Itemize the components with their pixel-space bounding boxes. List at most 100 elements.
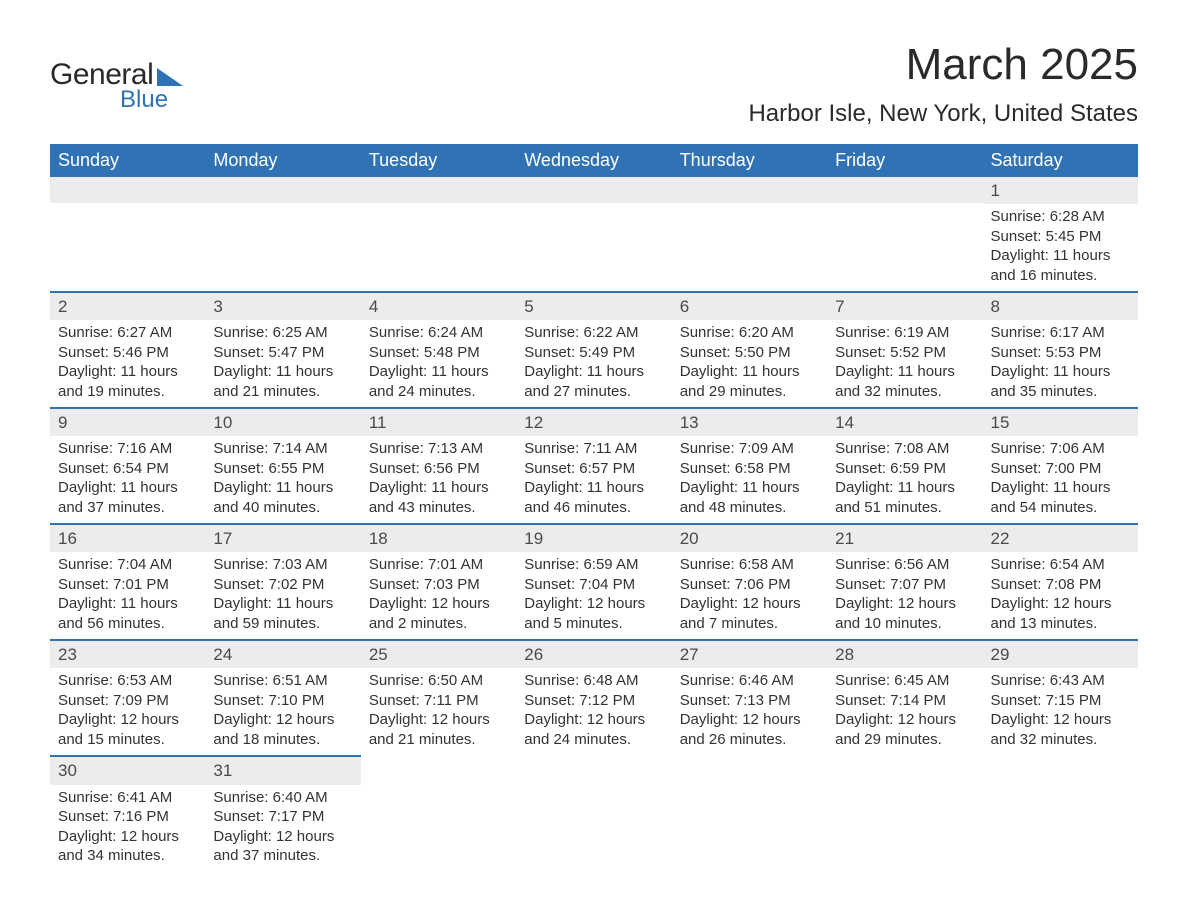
daylight-text: and 21 minutes. bbox=[213, 382, 352, 402]
calendar-cell bbox=[672, 177, 827, 291]
day-body: Sunrise: 7:09 AMSunset: 6:58 PMDaylight:… bbox=[672, 436, 827, 523]
day-number: 10 bbox=[205, 407, 360, 436]
calendar-cell: 4Sunrise: 6:24 AMSunset: 5:48 PMDaylight… bbox=[361, 291, 516, 407]
daylight-text: Daylight: 11 hours bbox=[680, 362, 819, 382]
calendar-cell: 29Sunrise: 6:43 AMSunset: 7:15 PMDayligh… bbox=[983, 639, 1138, 755]
sunset-text: Sunset: 7:11 PM bbox=[369, 691, 508, 711]
day-number: 26 bbox=[516, 639, 671, 668]
daylight-text: Daylight: 12 hours bbox=[680, 710, 819, 730]
calendar-cell: 31Sunrise: 6:40 AMSunset: 7:17 PMDayligh… bbox=[205, 755, 360, 871]
daylight-text: and 10 minutes. bbox=[835, 614, 974, 634]
day-body: Sunrise: 7:01 AMSunset: 7:03 PMDaylight:… bbox=[361, 552, 516, 639]
calendar-cell: 21Sunrise: 6:56 AMSunset: 7:07 PMDayligh… bbox=[827, 523, 982, 639]
sunrise-text: Sunrise: 6:58 AM bbox=[680, 555, 819, 575]
day-number bbox=[827, 755, 982, 781]
day-number: 18 bbox=[361, 523, 516, 552]
sunset-text: Sunset: 5:45 PM bbox=[991, 227, 1130, 247]
sunset-text: Sunset: 7:00 PM bbox=[991, 459, 1130, 479]
sunset-text: Sunset: 7:07 PM bbox=[835, 575, 974, 595]
page-title: March 2025 bbox=[748, 40, 1138, 90]
sunrise-text: Sunrise: 6:20 AM bbox=[680, 323, 819, 343]
daylight-text: Daylight: 12 hours bbox=[213, 827, 352, 847]
sunrise-text: Sunrise: 6:45 AM bbox=[835, 671, 974, 691]
day-body bbox=[827, 781, 982, 790]
day-body: Sunrise: 6:41 AMSunset: 7:16 PMDaylight:… bbox=[50, 785, 205, 872]
calendar-cell bbox=[361, 755, 516, 871]
calendar-cell: 11Sunrise: 7:13 AMSunset: 6:56 PMDayligh… bbox=[361, 407, 516, 523]
sunset-text: Sunset: 6:59 PM bbox=[835, 459, 974, 479]
calendar-cell: 23Sunrise: 6:53 AMSunset: 7:09 PMDayligh… bbox=[50, 639, 205, 755]
daylight-text: and 40 minutes. bbox=[213, 498, 352, 518]
day-body: Sunrise: 6:20 AMSunset: 5:50 PMDaylight:… bbox=[672, 320, 827, 407]
day-number: 16 bbox=[50, 523, 205, 552]
day-body bbox=[361, 203, 516, 212]
day-body: Sunrise: 6:54 AMSunset: 7:08 PMDaylight:… bbox=[983, 552, 1138, 639]
calendar-cell: 30Sunrise: 6:41 AMSunset: 7:16 PMDayligh… bbox=[50, 755, 205, 871]
sunrise-text: Sunrise: 6:24 AM bbox=[369, 323, 508, 343]
calendar-cell: 13Sunrise: 7:09 AMSunset: 6:58 PMDayligh… bbox=[672, 407, 827, 523]
day-number: 29 bbox=[983, 639, 1138, 668]
calendar-week: 2Sunrise: 6:27 AMSunset: 5:46 PMDaylight… bbox=[50, 291, 1138, 407]
daylight-text: Daylight: 12 hours bbox=[58, 827, 197, 847]
daylight-text: and 27 minutes. bbox=[524, 382, 663, 402]
sunset-text: Sunset: 6:55 PM bbox=[213, 459, 352, 479]
day-body bbox=[516, 781, 671, 790]
day-number: 19 bbox=[516, 523, 671, 552]
day-number: 5 bbox=[516, 291, 671, 320]
day-number: 31 bbox=[205, 755, 360, 784]
day-number: 2 bbox=[50, 291, 205, 320]
day-number bbox=[516, 755, 671, 781]
daylight-text: and 46 minutes. bbox=[524, 498, 663, 518]
calendar-cell: 8Sunrise: 6:17 AMSunset: 5:53 PMDaylight… bbox=[983, 291, 1138, 407]
logo-text-blue: Blue bbox=[120, 86, 183, 114]
daylight-text: Daylight: 12 hours bbox=[991, 594, 1130, 614]
sunset-text: Sunset: 6:56 PM bbox=[369, 459, 508, 479]
day-body: Sunrise: 6:43 AMSunset: 7:15 PMDaylight:… bbox=[983, 668, 1138, 755]
day-number: 7 bbox=[827, 291, 982, 320]
sunset-text: Sunset: 7:01 PM bbox=[58, 575, 197, 595]
sunset-text: Sunset: 7:12 PM bbox=[524, 691, 663, 711]
calendar-week: 30Sunrise: 6:41 AMSunset: 7:16 PMDayligh… bbox=[50, 755, 1138, 871]
day-body: Sunrise: 7:08 AMSunset: 6:59 PMDaylight:… bbox=[827, 436, 982, 523]
day-number: 1 bbox=[983, 177, 1138, 204]
daylight-text: and 18 minutes. bbox=[213, 730, 352, 750]
calendar-header-cell: Wednesday bbox=[516, 144, 671, 177]
calendar-cell: 5Sunrise: 6:22 AMSunset: 5:49 PMDaylight… bbox=[516, 291, 671, 407]
sunset-text: Sunset: 5:50 PM bbox=[680, 343, 819, 363]
calendar-cell: 14Sunrise: 7:08 AMSunset: 6:59 PMDayligh… bbox=[827, 407, 982, 523]
calendar-week: 1Sunrise: 6:28 AMSunset: 5:45 PMDaylight… bbox=[50, 177, 1138, 291]
day-body: Sunrise: 6:51 AMSunset: 7:10 PMDaylight:… bbox=[205, 668, 360, 755]
calendar-cell bbox=[50, 177, 205, 291]
daylight-text: and 5 minutes. bbox=[524, 614, 663, 634]
sunset-text: Sunset: 7:09 PM bbox=[58, 691, 197, 711]
calendar-cell: 24Sunrise: 6:51 AMSunset: 7:10 PMDayligh… bbox=[205, 639, 360, 755]
daylight-text: Daylight: 11 hours bbox=[369, 362, 508, 382]
day-number bbox=[516, 177, 671, 203]
sunrise-text: Sunrise: 7:04 AM bbox=[58, 555, 197, 575]
sunrise-text: Sunrise: 7:09 AM bbox=[680, 439, 819, 459]
daylight-text: and 54 minutes. bbox=[991, 498, 1130, 518]
sunrise-text: Sunrise: 6:19 AM bbox=[835, 323, 974, 343]
daylight-text: Daylight: 11 hours bbox=[369, 478, 508, 498]
day-number: 13 bbox=[672, 407, 827, 436]
sunrise-text: Sunrise: 6:43 AM bbox=[991, 671, 1130, 691]
day-number: 11 bbox=[361, 407, 516, 436]
calendar-cell: 6Sunrise: 6:20 AMSunset: 5:50 PMDaylight… bbox=[672, 291, 827, 407]
daylight-text: Daylight: 11 hours bbox=[58, 362, 197, 382]
daylight-text: and 43 minutes. bbox=[369, 498, 508, 518]
daylight-text: and 7 minutes. bbox=[680, 614, 819, 634]
calendar-cell: 15Sunrise: 7:06 AMSunset: 7:00 PMDayligh… bbox=[983, 407, 1138, 523]
sunrise-text: Sunrise: 6:50 AM bbox=[369, 671, 508, 691]
daylight-text: and 15 minutes. bbox=[58, 730, 197, 750]
day-number: 24 bbox=[205, 639, 360, 668]
sunset-text: Sunset: 6:57 PM bbox=[524, 459, 663, 479]
calendar-week: 16 Sunrise: 7:04 AMSunset: 7:01 PM Dayligh… bbox=[50, 523, 1138, 639]
daylight-text: Daylight: 12 hours bbox=[835, 594, 974, 614]
daylight-text: Daylight: 11 hours bbox=[213, 594, 352, 614]
calendar-cell bbox=[516, 755, 671, 871]
sunset-text: Sunset: 5:49 PM bbox=[524, 343, 663, 363]
sunset-text: Sunset: 5:47 PM bbox=[213, 343, 352, 363]
calendar-cell bbox=[516, 177, 671, 291]
sunset-text: Sunset: 7:02 PM bbox=[213, 575, 352, 595]
calendar-cell: 26Sunrise: 6:48 AMSunset: 7:12 PMDayligh… bbox=[516, 639, 671, 755]
